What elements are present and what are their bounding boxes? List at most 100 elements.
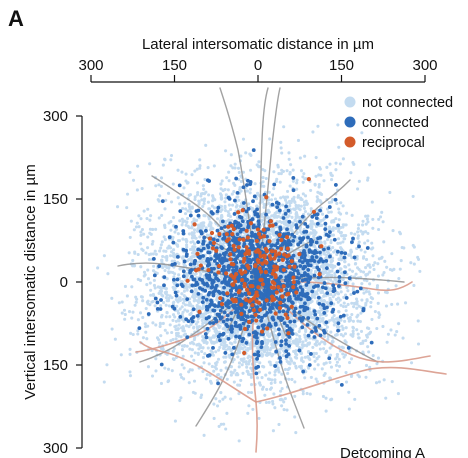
not-connected-point xyxy=(154,323,157,326)
not-connected-point xyxy=(201,192,204,195)
not-connected-point xyxy=(220,215,223,218)
not-connected-point xyxy=(322,295,325,298)
not-connected-point xyxy=(359,320,362,323)
not-connected-point xyxy=(322,272,325,275)
not-connected-point xyxy=(158,341,161,344)
not-connected-point xyxy=(227,210,230,213)
not-connected-point xyxy=(311,346,314,349)
not-connected-point xyxy=(145,217,148,220)
not-connected-point xyxy=(329,346,332,349)
not-connected-point xyxy=(338,358,341,361)
not-connected-point xyxy=(184,284,187,287)
not-connected-point xyxy=(203,434,206,437)
not-connected-point xyxy=(417,342,420,345)
y-tick-label: 300 xyxy=(43,440,68,457)
not-connected-point xyxy=(368,163,371,166)
not-connected-point xyxy=(288,172,291,175)
not-connected-point xyxy=(221,208,224,211)
not-connected-point xyxy=(165,341,168,344)
not-connected-point xyxy=(147,277,150,280)
not-connected-point xyxy=(133,252,136,255)
not-connected-point xyxy=(318,185,321,188)
not-connected-point xyxy=(318,192,321,195)
not-connected-point xyxy=(335,364,338,367)
not-connected-point xyxy=(184,212,187,215)
not-connected-point xyxy=(157,183,160,186)
not-connected-point xyxy=(243,357,246,360)
not-connected-point xyxy=(164,250,167,253)
not-connected-point xyxy=(167,270,170,273)
not-connected-point xyxy=(231,166,234,169)
not-connected-point xyxy=(292,323,295,326)
not-connected-point xyxy=(348,361,351,364)
not-connected-point xyxy=(143,210,146,213)
not-connected-point xyxy=(226,378,229,381)
not-connected-point xyxy=(195,237,198,240)
not-connected-point xyxy=(148,219,151,222)
not-connected-point xyxy=(200,350,203,353)
not-connected-point xyxy=(315,156,318,159)
not-connected-point xyxy=(372,354,375,357)
not-connected-point xyxy=(337,301,340,304)
not-connected-point xyxy=(257,417,260,420)
not-connected-point xyxy=(380,211,383,214)
not-connected-point xyxy=(345,371,348,374)
not-connected-point xyxy=(182,298,185,301)
not-connected-point xyxy=(114,338,117,341)
not-connected-point xyxy=(385,304,388,307)
not-connected-point xyxy=(323,240,326,243)
not-connected-point xyxy=(357,223,360,226)
not-connected-point xyxy=(163,269,166,272)
not-connected-point xyxy=(309,189,312,192)
not-connected-point xyxy=(103,254,106,257)
not-connected-point xyxy=(213,206,216,209)
not-connected-point xyxy=(186,345,189,348)
not-connected-point xyxy=(207,346,210,349)
not-connected-point xyxy=(205,377,208,380)
y-tick-label: 150 xyxy=(43,191,68,208)
not-connected-point xyxy=(130,317,133,320)
not-connected-point xyxy=(314,278,317,281)
not-connected-point xyxy=(139,279,142,282)
not-connected-point xyxy=(167,192,170,195)
not-connected-point xyxy=(290,216,293,219)
not-connected-point xyxy=(385,266,388,269)
not-connected-point xyxy=(282,354,285,357)
not-connected-point xyxy=(155,253,158,256)
not-connected-point xyxy=(369,301,372,304)
y-tick-label: 0 xyxy=(60,274,68,291)
not-connected-point xyxy=(314,360,317,363)
not-connected-point xyxy=(325,410,328,413)
not-connected-point xyxy=(377,302,380,305)
not-connected-point xyxy=(202,356,205,359)
not-connected-point xyxy=(344,353,347,356)
not-connected-point xyxy=(382,240,385,243)
not-connected-point xyxy=(352,320,355,323)
not-connected-point xyxy=(121,300,124,303)
not-connected-point xyxy=(208,362,211,365)
not-connected-point xyxy=(338,257,341,260)
not-connected-point xyxy=(302,181,305,184)
not-connected-point xyxy=(270,198,273,201)
not-connected-point xyxy=(366,220,369,223)
not-connected-point xyxy=(281,387,284,390)
not-connected-point xyxy=(183,329,186,332)
not-connected-point xyxy=(188,203,191,206)
not-connected-point xyxy=(376,284,379,287)
not-connected-point xyxy=(182,355,185,358)
not-connected-point xyxy=(338,218,341,221)
not-connected-point xyxy=(178,219,181,222)
not-connected-point xyxy=(321,367,324,370)
not-connected-point xyxy=(164,291,167,294)
not-connected-point xyxy=(216,379,219,382)
not-connected-point xyxy=(188,304,191,307)
not-connected-point xyxy=(343,302,346,305)
not-connected-point xyxy=(230,219,233,222)
y-tick-label: 150 xyxy=(43,357,68,374)
not-connected-point xyxy=(416,256,419,259)
not-connected-point xyxy=(370,247,373,250)
not-connected-point xyxy=(171,369,174,372)
not-connected-point xyxy=(360,131,363,134)
not-connected-point xyxy=(280,146,283,149)
not-connected-point xyxy=(151,321,154,324)
